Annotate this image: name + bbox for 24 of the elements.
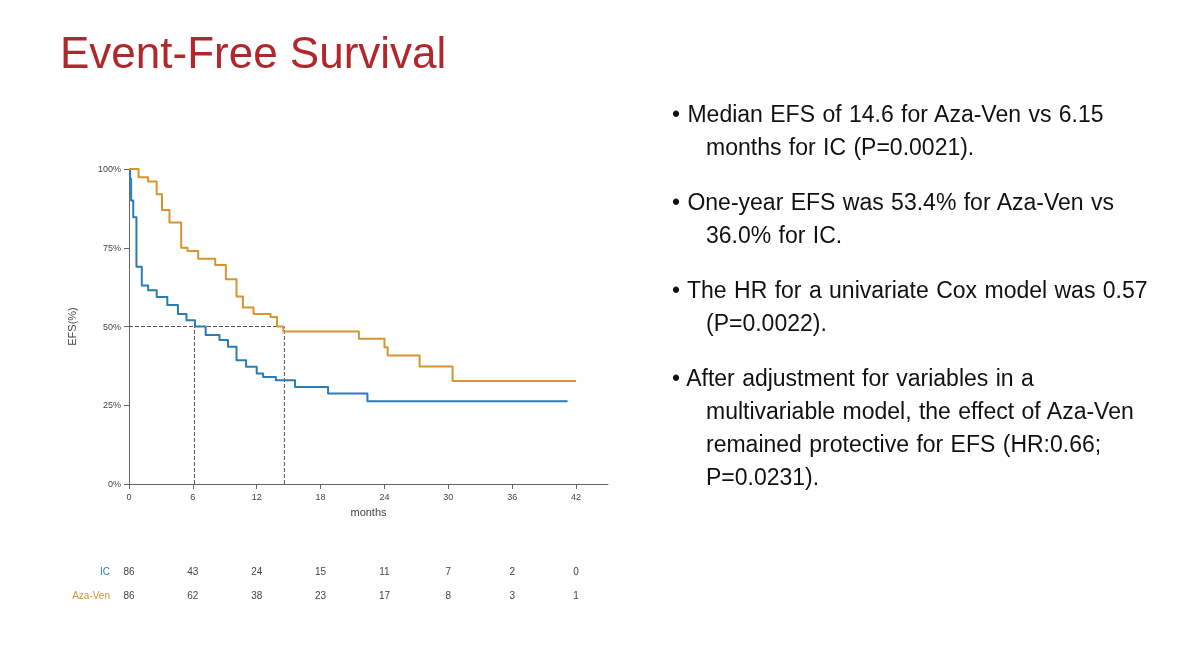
text: 86 43 24 15 11 7 2 0 [123, 565, 579, 577]
text: • The HR for a univariate Cox model was 0.57 (P=0.0022). [672, 276, 1149, 338]
y-tick-label: 25% [102, 400, 121, 411]
text: • One-year EFS was 53.4% for Aza-Ven vs 36.0% for IC. [672, 188, 1116, 250]
text: • Median EFS of 14.6 for Aza-Ven vs 6.15 months for IC (P=0.0021). [672, 100, 1105, 162]
y-tick-label: 100% [97, 164, 121, 174]
text: • After adjustment for variables in a multivariable model, the effect of Aza-Ven remained protective for EFS (HR:0.66; P=0.0231). [672, 364, 1135, 492]
y-tick-label: 0% [107, 479, 121, 489]
text: 86 62 38 23 17 8 3 1 [123, 589, 579, 601]
x-tick-label: 24 [379, 491, 390, 502]
x-tick-label: 30 [443, 491, 454, 502]
x-tick-label: 6 [190, 491, 196, 502]
y-axis-title: EFS(%) [65, 307, 78, 346]
x-tick-label: 0 [126, 491, 132, 502]
text: IC [100, 565, 110, 577]
x-axis-title: months [350, 505, 388, 518]
chart-title: Event-Free Survival [60, 28, 447, 78]
x-tick-label: 12 [251, 491, 262, 502]
x-tick-label: 42 [571, 491, 582, 502]
text: Aza-Ven [72, 589, 110, 601]
y-tick-label: 75% [102, 242, 121, 253]
x-tick-label: 36 [507, 491, 518, 502]
x-tick-label: 18 [315, 491, 326, 502]
y-tick-label: 50% [102, 321, 121, 332]
